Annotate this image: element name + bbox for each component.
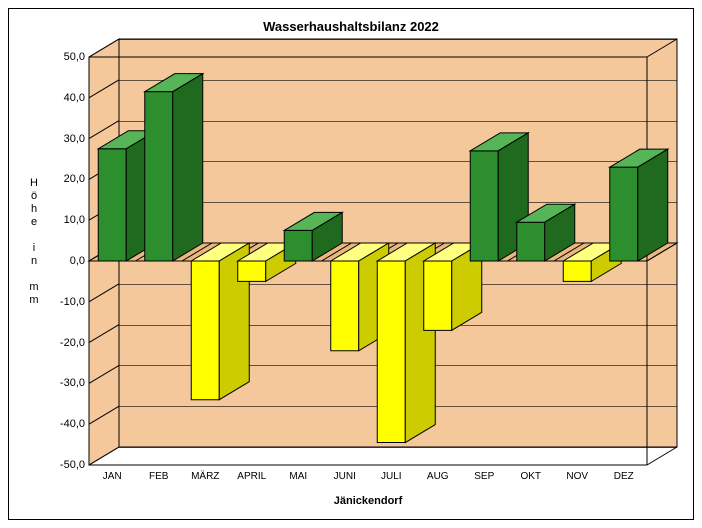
bar-front (563, 261, 591, 281)
x-tick-label: SEP (474, 471, 494, 482)
x-tick-label: AUG (427, 471, 449, 482)
x-labels: JAN FEB MÄRZ APRIL MAI JUNI JULI AUG SEP OKT NOV DE… (89, 471, 647, 491)
y-tick-label: 10,0 (35, 214, 85, 226)
bar-front (191, 261, 219, 400)
y-tick-label: 40,0 (35, 92, 85, 104)
bar-front (284, 230, 312, 261)
bar-front (238, 261, 266, 281)
y-tick-label: 30,0 (35, 133, 85, 145)
y-tick-label: -40,0 (35, 418, 85, 430)
bars-svg (89, 39, 677, 465)
bar-front (424, 261, 452, 330)
y-tick-label: -20,0 (35, 337, 85, 349)
y-tick-label: -50,0 (35, 459, 85, 471)
x-tick-label: JUNI (334, 471, 356, 482)
y-tick-label: 20,0 (35, 173, 85, 185)
y-tick-label: 0,0 (35, 255, 85, 267)
x-tick-label: NOV (566, 471, 588, 482)
x-tick-label: JULI (381, 471, 402, 482)
x-tick-label: JAN (103, 471, 122, 482)
x-tick-label: FEB (149, 471, 168, 482)
bar-front (470, 151, 498, 261)
y-tick-label: -10,0 (35, 296, 85, 308)
x-tick-label: OKT (520, 471, 541, 482)
x-tick-label: MAI (289, 471, 307, 482)
bar-front (377, 261, 405, 443)
bar-front (145, 92, 173, 261)
bar-front (98, 149, 126, 261)
chart-frame: Wasserhaushaltsbilanz 2022 Höhe in mm -5… (8, 8, 694, 520)
plot-area: Höhe in mm -50,0-40,0-30,0-20,0-10,00,01… (89, 57, 647, 465)
bar-side (173, 74, 203, 261)
y-tick-label: -30,0 (35, 377, 85, 389)
y-tick-label: 50,0 (35, 51, 85, 63)
bar-front (610, 167, 638, 261)
bar-front (517, 222, 545, 261)
bar-side (638, 149, 668, 261)
x-tick-label: DEZ (614, 471, 634, 482)
chart-title: Wasserhaushaltsbilanz 2022 (9, 19, 693, 34)
x-tick-label: APRIL (237, 471, 266, 482)
x-axis-title: Jänickendorf (89, 495, 647, 507)
x-tick-label: MÄRZ (191, 471, 219, 482)
bar-front (331, 261, 359, 351)
